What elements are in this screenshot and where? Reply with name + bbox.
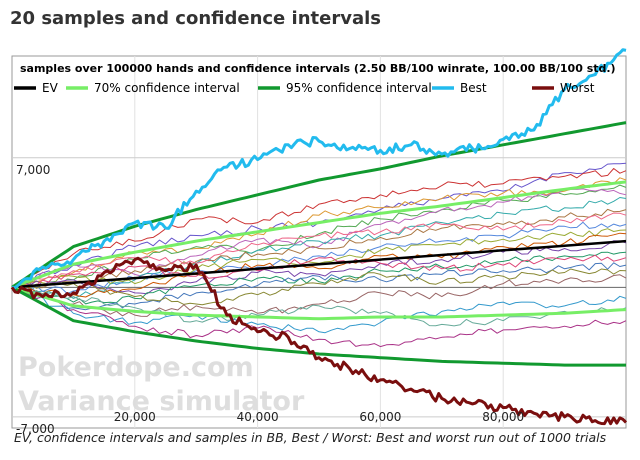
legend-item: Worst	[532, 81, 595, 95]
tick-labels: 20,000 40,000 60,000 80,000 7,000 -7,000	[16, 163, 524, 436]
legend-item: 70% confidence interval	[66, 81, 240, 95]
x-tick-label: 60,000	[359, 410, 401, 424]
grid	[12, 56, 626, 428]
legend-label: 70% confidence interval	[94, 81, 240, 95]
sample-line-23	[11, 274, 627, 317]
ci95-line-3	[11, 121, 627, 289]
sample-line-13	[11, 208, 627, 289]
x-tick-label: 20,000	[114, 410, 156, 424]
ci70-line-2	[11, 285, 627, 321]
series-group	[10, 48, 628, 426]
page-title: 20 samples and confidence intervals	[10, 8, 381, 29]
legend-item: Best	[432, 81, 487, 95]
sample-line-8	[11, 168, 627, 288]
watermark-line-2: Variance simulator	[18, 386, 305, 417]
sample-line-9	[11, 177, 627, 289]
ci70-line-1	[11, 180, 627, 289]
sample-line-18	[11, 240, 627, 295]
x-tick-label: 40,000	[237, 410, 279, 424]
worst-line	[10, 256, 628, 426]
sample-line-14	[11, 212, 627, 288]
y-tick-label: -7,000	[16, 422, 55, 436]
ev-line	[11, 239, 627, 289]
legend-item: EV	[14, 81, 59, 95]
watermark-line-1: Pokerdope.com	[18, 352, 254, 383]
legend-label: 95% confidence interval	[286, 81, 432, 95]
chart-title: samples over 100000 hands and confidence…	[20, 62, 616, 75]
sample-line-21	[11, 262, 627, 311]
legend-label: Worst	[560, 81, 595, 95]
sample-line-17	[12, 232, 627, 298]
legend-label: Best	[460, 81, 487, 95]
legend: EV 70% confidence interval 95% confidence …	[14, 81, 595, 95]
legend-label: EV	[42, 81, 59, 95]
watermark: Pokerdope.com Variance simulator	[18, 352, 305, 417]
sample-line-25	[11, 286, 627, 348]
sample-line-26	[11, 284, 627, 327]
y-tick-label: 7,000	[16, 163, 50, 177]
chart-caption: EV, confidence intervals and samples in …	[14, 430, 607, 445]
sample-line-15	[11, 221, 627, 295]
x-tick-label: 80,000	[482, 410, 524, 424]
best-line	[11, 48, 627, 290]
ci95-line-4	[11, 285, 626, 367]
sample-line-22	[11, 268, 627, 306]
legend-item: 95% confidence interval	[258, 81, 432, 95]
